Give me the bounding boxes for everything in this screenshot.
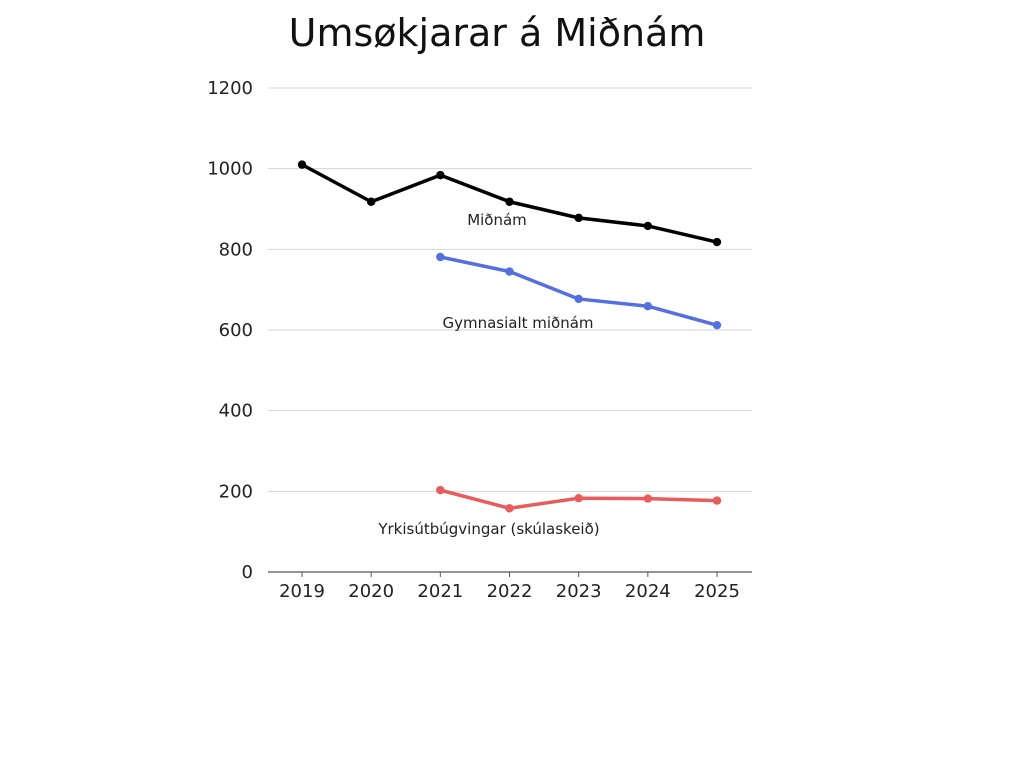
y-tick-label: 1200 (207, 78, 253, 99)
y-tick-label: 400 (219, 401, 253, 422)
data-point (436, 485, 445, 495)
x-tick-label: 2024 (625, 581, 671, 602)
x-tick-label: 2020 (348, 581, 394, 602)
x-tick-label: 2021 (417, 581, 463, 602)
axis-layer: 0 200 400 600 800 1000 1200 2019 2020 2021 2022 202… (207, 78, 752, 602)
data-point (712, 320, 722, 330)
series-label: Yrkisútbúgvingar (skúlaskeið) (377, 520, 599, 538)
series-label-layer: Miðnám Gymnasialt miðnám Yrkisútbúgvingar … (377, 211, 599, 538)
data-point (505, 197, 514, 206)
x-tick-label: 2023 (556, 581, 602, 602)
series-label: Miðnám (467, 211, 527, 229)
data-point (366, 197, 376, 206)
x-tick-label: 2025 (694, 581, 740, 602)
data-point (574, 294, 583, 304)
y-tick-label: 200 (219, 481, 253, 502)
data-point (643, 221, 653, 231)
y-tick-label: 800 (219, 239, 253, 260)
data-point (436, 252, 445, 262)
data-point (712, 496, 722, 505)
y-tick-label: 600 (219, 320, 253, 341)
series-layer (297, 160, 722, 513)
x-tick-label: 2022 (487, 581, 533, 602)
grid-layer (268, 87, 752, 492)
series-label: Gymnasialt miðnám (442, 314, 593, 332)
data-point (297, 160, 307, 169)
y-tick-label: 1000 (207, 159, 253, 180)
data-point (505, 504, 514, 513)
x-tick-label: 2019 (279, 581, 325, 602)
data-point (574, 213, 583, 223)
data-point (574, 493, 583, 503)
data-point (436, 170, 445, 180)
data-point (712, 237, 722, 247)
data-point (505, 267, 514, 276)
chart-title: Umsøkjarar á Miðnám (289, 11, 706, 55)
data-point (643, 302, 653, 311)
y-tick-label: 0 (242, 562, 253, 583)
data-point (643, 494, 653, 503)
